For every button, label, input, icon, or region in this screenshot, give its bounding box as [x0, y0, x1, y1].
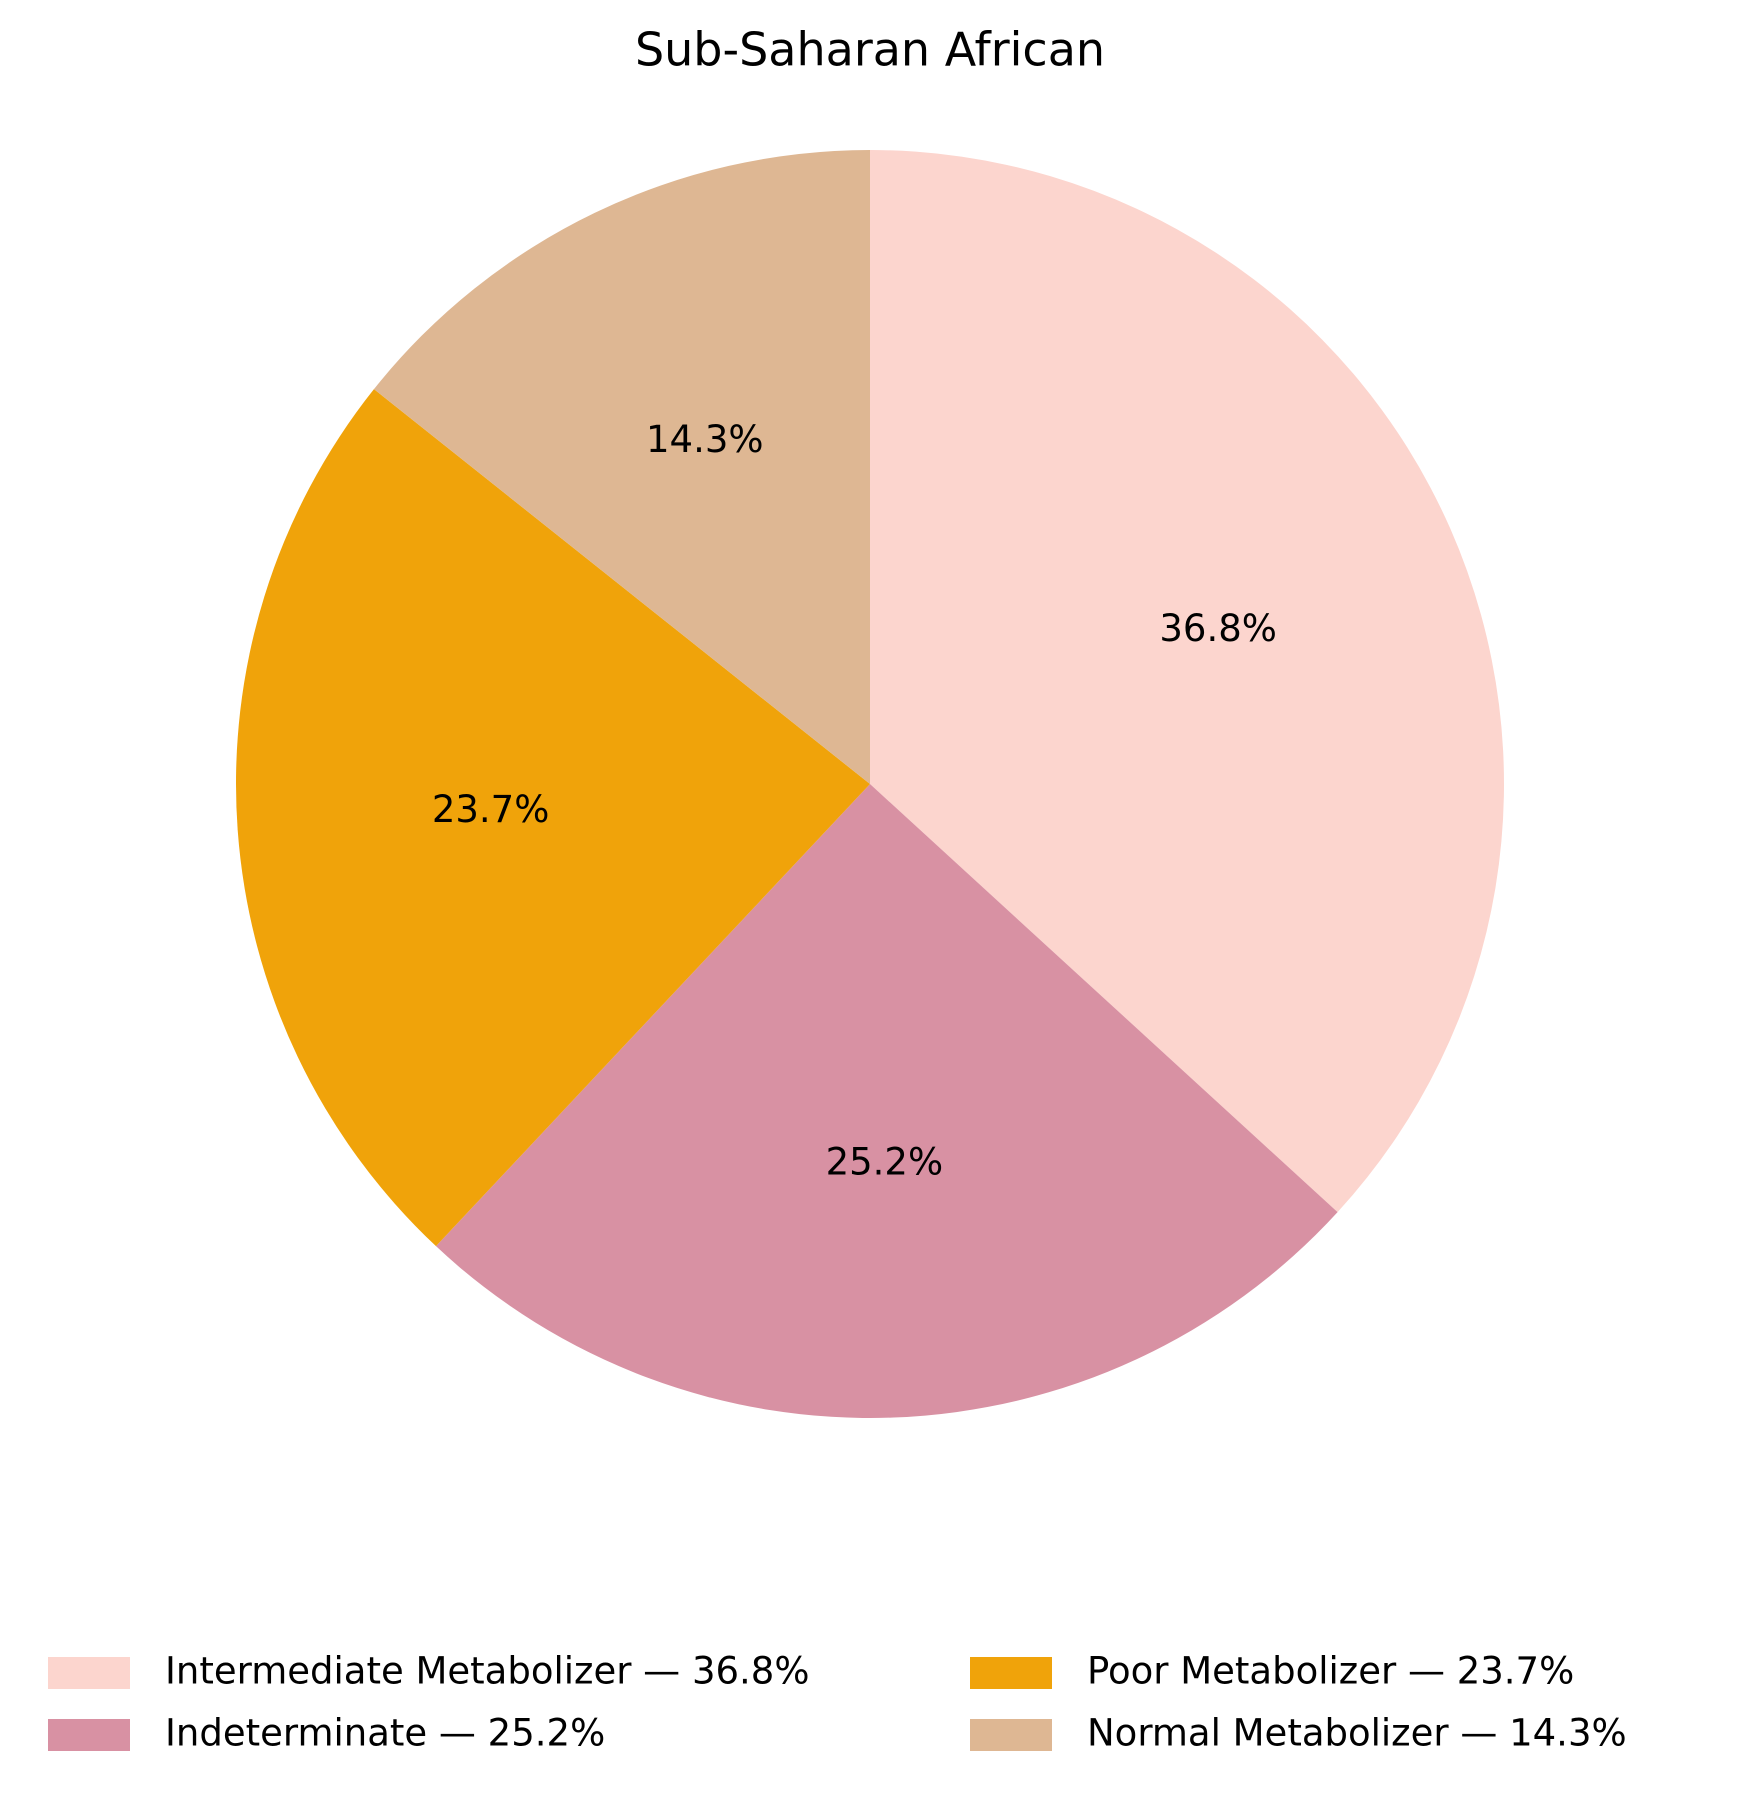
slice-label: 36.8%: [1159, 607, 1277, 650]
legend-label: Indeterminate — 25.2%: [165, 1712, 605, 1755]
chart-title: Sub-Saharan African: [635, 23, 1105, 77]
legend-swatch: [970, 1657, 1052, 1689]
legend-swatch: [970, 1719, 1052, 1751]
legend-label: Poor Metabolizer — 23.7%: [1087, 1650, 1574, 1693]
legend-swatch: [48, 1719, 130, 1751]
slice-label: 23.7%: [432, 788, 550, 831]
slice-label: 14.3%: [646, 418, 764, 461]
pie-slice: [870, 150, 1505, 1213]
legend-label: Intermediate Metabolizer — 36.8%: [165, 1650, 809, 1693]
legend-label: Normal Metabolizer — 14.3%: [1087, 1712, 1627, 1755]
pie-slice: [235, 389, 871, 1247]
pie-slice: [373, 150, 870, 784]
pie-slice: [435, 784, 1338, 1419]
legend-swatch: [48, 1657, 130, 1689]
slice-label: 25.2%: [826, 1141, 944, 1184]
